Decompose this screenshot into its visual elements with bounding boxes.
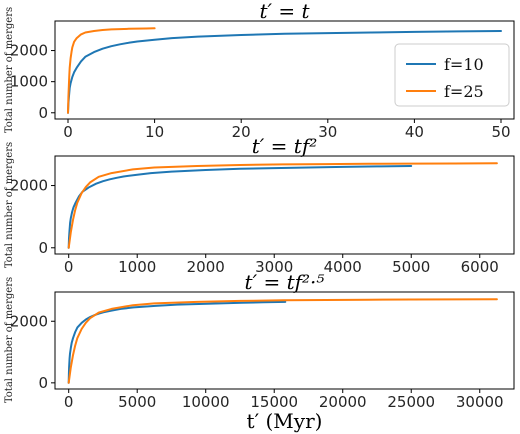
y-tick-label: 0 xyxy=(38,104,48,122)
plot-frame xyxy=(54,155,515,255)
plot-frame xyxy=(54,20,515,120)
series-line-f-10 xyxy=(67,30,502,114)
panel-1: t′ = t Total number of mergers 0 10 20 30 40 50… xyxy=(4,0,515,141)
x-tick-label: 25000 xyxy=(387,393,435,411)
x-axis-label: t′ (Myr) xyxy=(247,409,323,433)
x-tick-label: 10000 xyxy=(182,393,230,411)
y-tick-label: 2000 xyxy=(10,312,48,330)
x-tick-label: 0 xyxy=(63,123,73,141)
x-tick-label: 50 xyxy=(491,123,510,141)
legend-label: f=10 xyxy=(444,55,484,74)
y-tick-label: 2000 xyxy=(10,42,48,60)
legend: f=10 f=25 xyxy=(394,43,510,107)
series-line-f-10 xyxy=(67,300,287,384)
panel-title: t′ = tf² xyxy=(252,134,318,158)
y-tick-label: 1000 xyxy=(10,73,48,91)
x-tick-label: 1000 xyxy=(118,258,156,276)
x-tick-label: 5000 xyxy=(392,258,430,276)
x-tick-label: 30000 xyxy=(456,393,504,411)
y-tick-label: 2000 xyxy=(10,177,48,195)
panel-3: t′ = tf²·⁵ Total number of mergers 0 5000 10… xyxy=(4,270,515,433)
y-tick-label: 0 xyxy=(38,374,48,392)
x-tick-label: 20 xyxy=(232,123,251,141)
x-tick-label: 40 xyxy=(405,123,424,141)
x-tick-label: 2000 xyxy=(187,258,225,276)
series-line-f-25 xyxy=(67,298,498,384)
x-tick-label: 4000 xyxy=(324,258,362,276)
series-line-f-25 xyxy=(67,27,156,114)
series-line-f-10 xyxy=(67,165,413,249)
y-axis-label: Total number of mergers xyxy=(4,7,15,133)
x-tick-label: 3000 xyxy=(255,258,293,276)
x-tick-label: 5000 xyxy=(118,393,156,411)
panel-title: t′ = tf²·⁵ xyxy=(245,270,325,294)
y-tick-label: 0 xyxy=(38,239,48,257)
y-axis-label: Total number of mergers xyxy=(4,142,15,268)
x-tick-label: 30 xyxy=(318,123,337,141)
panel-title: t′ = t xyxy=(259,0,310,23)
x-tick-label: 15000 xyxy=(250,393,298,411)
plot-frame xyxy=(54,291,515,390)
x-tick-label: 10 xyxy=(145,123,164,141)
x-tick-label: 0 xyxy=(64,393,74,411)
panel-2: t′ = tf² Total number of mergers 0 1000 2000… xyxy=(4,134,515,276)
x-tick-label: 0 xyxy=(64,258,74,276)
legend-label: f=25 xyxy=(444,82,484,101)
x-tick-label: 20000 xyxy=(319,393,367,411)
x-tick-label: 6000 xyxy=(461,258,499,276)
series-line-f-25 xyxy=(67,162,498,249)
y-axis-label: Total number of mergers xyxy=(4,277,15,403)
